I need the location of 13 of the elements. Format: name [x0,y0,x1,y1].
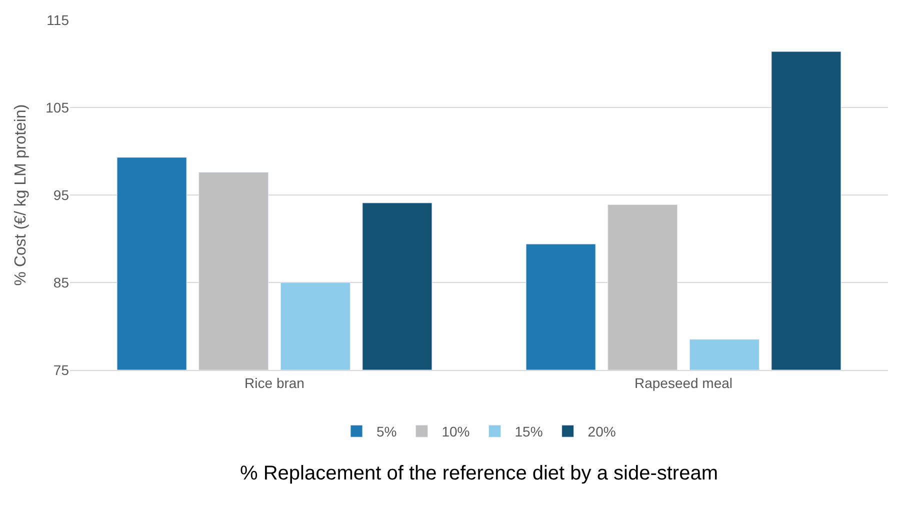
y-tick-label: 75 [53,362,70,378]
y-axis-title: % Cost (€/ kg LM protein) [12,104,30,286]
y-tick-label: 95 [53,186,70,203]
y-tick-label: 115 [46,12,70,28]
x-axis-title: % Replacement of the reference diet by a side-stream [240,462,718,484]
legend-label: 10% [442,424,470,440]
x-tick-label: Rapeseed meal [634,374,733,391]
legend-label: 15% [514,424,543,440]
legend-label: 20% [588,424,616,440]
y-tick-label: 85 [53,274,70,290]
x-tick-label: Rice bran [244,374,304,391]
y-tick-label: 105 [46,99,70,116]
legend-label: 5% [376,424,397,440]
